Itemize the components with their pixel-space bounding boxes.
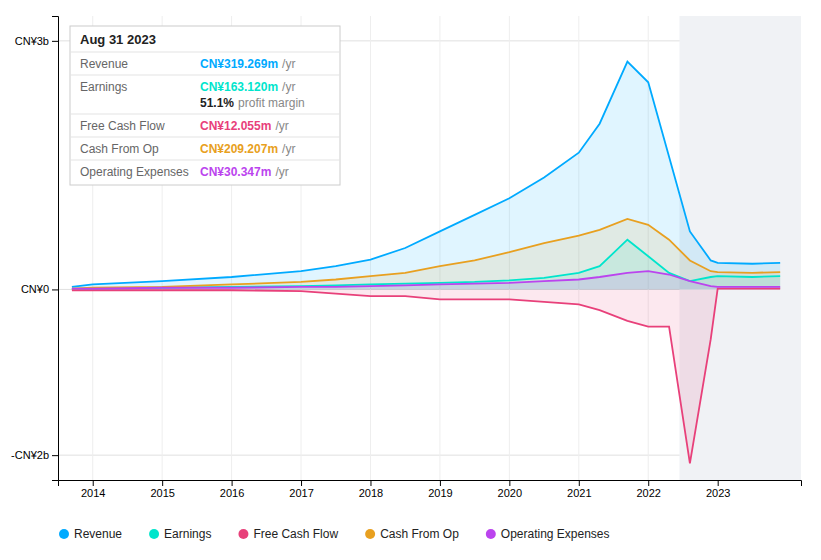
info-box-note-bold: 51.1%: [200, 96, 234, 110]
grid: [58, 16, 801, 480]
legend-item: Free Cash Flow: [238, 527, 338, 541]
series-line: [72, 271, 780, 288]
info-box-divider: [70, 52, 340, 53]
x-tick-label: 2014: [81, 487, 105, 499]
info-box-value: CN¥30.347m: [200, 165, 271, 179]
y-tick-mark: [52, 289, 58, 290]
info-box-label: Revenue: [80, 57, 128, 71]
series-area: [72, 219, 780, 289]
x-tick-mark: [232, 480, 233, 486]
series-line: [72, 240, 780, 289]
info-box-divider: [70, 75, 340, 76]
x-tick: 2023: [706, 480, 730, 499]
legend-item: Revenue: [59, 527, 122, 541]
x-tick-label: 2018: [359, 487, 383, 499]
x-tick: 2017: [289, 480, 313, 499]
x-tick-mark: [93, 480, 94, 486]
x-tick-label: 2022: [636, 487, 660, 499]
x-tick: 2016: [220, 480, 244, 499]
y-axis: -CN¥2b CN¥0 CN¥3b: [11, 17, 58, 481]
info-box-unit: /yr: [275, 119, 288, 133]
legend-label: Earnings: [164, 527, 211, 541]
y-tick: -CN¥2b: [11, 449, 58, 461]
info-box-label: Earnings: [80, 80, 127, 94]
x-tick-mark: [301, 480, 302, 486]
legend-swatch: [486, 529, 496, 539]
series-area: [72, 289, 780, 464]
legend-label: Free Cash Flow: [253, 527, 338, 541]
x-tick: 2019: [428, 480, 452, 499]
y-tick-label: CN¥0: [21, 283, 49, 295]
x-tick: 2015: [150, 480, 174, 499]
x-tick-label: 2015: [150, 487, 174, 499]
legend-item: Operating Expenses: [486, 527, 610, 541]
info-box-unit: /yr: [282, 80, 295, 94]
x-tick-label: 2016: [220, 487, 244, 499]
y-axis-line: [52, 17, 59, 481]
y-tick-mark: [52, 455, 58, 456]
x-tick-mark: [579, 480, 580, 486]
plot: 2014 2015 2016 2017 2018 2019 2020 2021 2022 2023…: [11, 16, 801, 499]
info-box-background: [70, 26, 340, 185]
info-box-unit: /yr: [282, 57, 295, 71]
x-tick-label: 2023: [706, 487, 730, 499]
x-tick-label: 2019: [428, 487, 452, 499]
legend-swatch: [59, 529, 69, 539]
info-box-unit: /yr: [282, 142, 295, 156]
x-axis: 2014 2015 2016 2017 2018 2019 2020 2021 2022 2023: [59, 480, 802, 499]
legend-swatch: [365, 529, 375, 539]
series-line: [72, 219, 780, 289]
x-tick-label: 2017: [289, 487, 313, 499]
info-box-title: Aug 31 2023: [80, 32, 156, 47]
info-box-value: CN¥163.120m: [200, 80, 278, 94]
x-tick: 2021: [567, 480, 591, 499]
legend: Revenue Earnings Free Cash Flow Cash From O…: [59, 527, 610, 541]
info-box-divider: [70, 137, 340, 138]
x-tick: 2022: [636, 480, 660, 499]
x-tick-mark: [440, 480, 441, 486]
x-tick-mark: [162, 480, 163, 486]
y-tick-mark: [52, 41, 58, 42]
x-tick-mark: [648, 480, 649, 486]
x-tick: 2020: [498, 480, 522, 499]
x-tick-label: 2020: [498, 487, 522, 499]
chart-container: 2014 2015 2016 2017 2018 2019 2020 2021 2022 2023…: [0, 0, 821, 560]
x-axis-line: [59, 481, 802, 487]
info-box-label: Cash From Op: [80, 142, 159, 156]
legend-swatch: [149, 529, 159, 539]
x-tick: 2018: [359, 480, 383, 499]
x-tick-mark: [509, 480, 510, 486]
info-box-value: CN¥12.055m: [200, 119, 271, 133]
legend-item: Cash From Op: [365, 527, 459, 541]
x-tick-mark: [370, 480, 371, 486]
x-tick-mark: [718, 480, 719, 486]
legend-item: Earnings: [149, 527, 211, 541]
legend-label: Revenue: [74, 527, 122, 541]
chart-svg: 2014 2015 2016 2017 2018 2019 2020 2021 2022 2023…: [0, 0, 821, 560]
y-tick-label: -CN¥2b: [11, 449, 49, 461]
info-box-label: Operating Expenses: [80, 165, 189, 179]
x-tick: 2014: [81, 480, 105, 499]
y-tick: CN¥0: [21, 283, 58, 295]
legend-label: Cash From Op: [380, 527, 459, 541]
y-tick: CN¥3b: [15, 35, 58, 47]
info-box-note: profit margin: [238, 96, 305, 110]
legend-label: Operating Expenses: [501, 527, 610, 541]
info-box-divider: [70, 114, 340, 115]
legend-swatch: [238, 529, 248, 539]
info-box-label: Free Cash Flow: [80, 119, 165, 133]
x-tick-label: 2021: [567, 487, 591, 499]
grid-line-x: [370, 16, 371, 480]
info-box-value: CN¥209.207m: [200, 142, 278, 156]
series-line: [72, 289, 780, 464]
info-box: Aug 31 2023 Revenue CN¥319.269m/yr Earnings…: [70, 26, 340, 185]
info-box-unit: /yr: [275, 165, 288, 179]
info-box-value: CN¥319.269m: [200, 57, 278, 71]
info-box-divider: [70, 160, 340, 161]
y-tick-label: CN¥3b: [15, 35, 49, 47]
